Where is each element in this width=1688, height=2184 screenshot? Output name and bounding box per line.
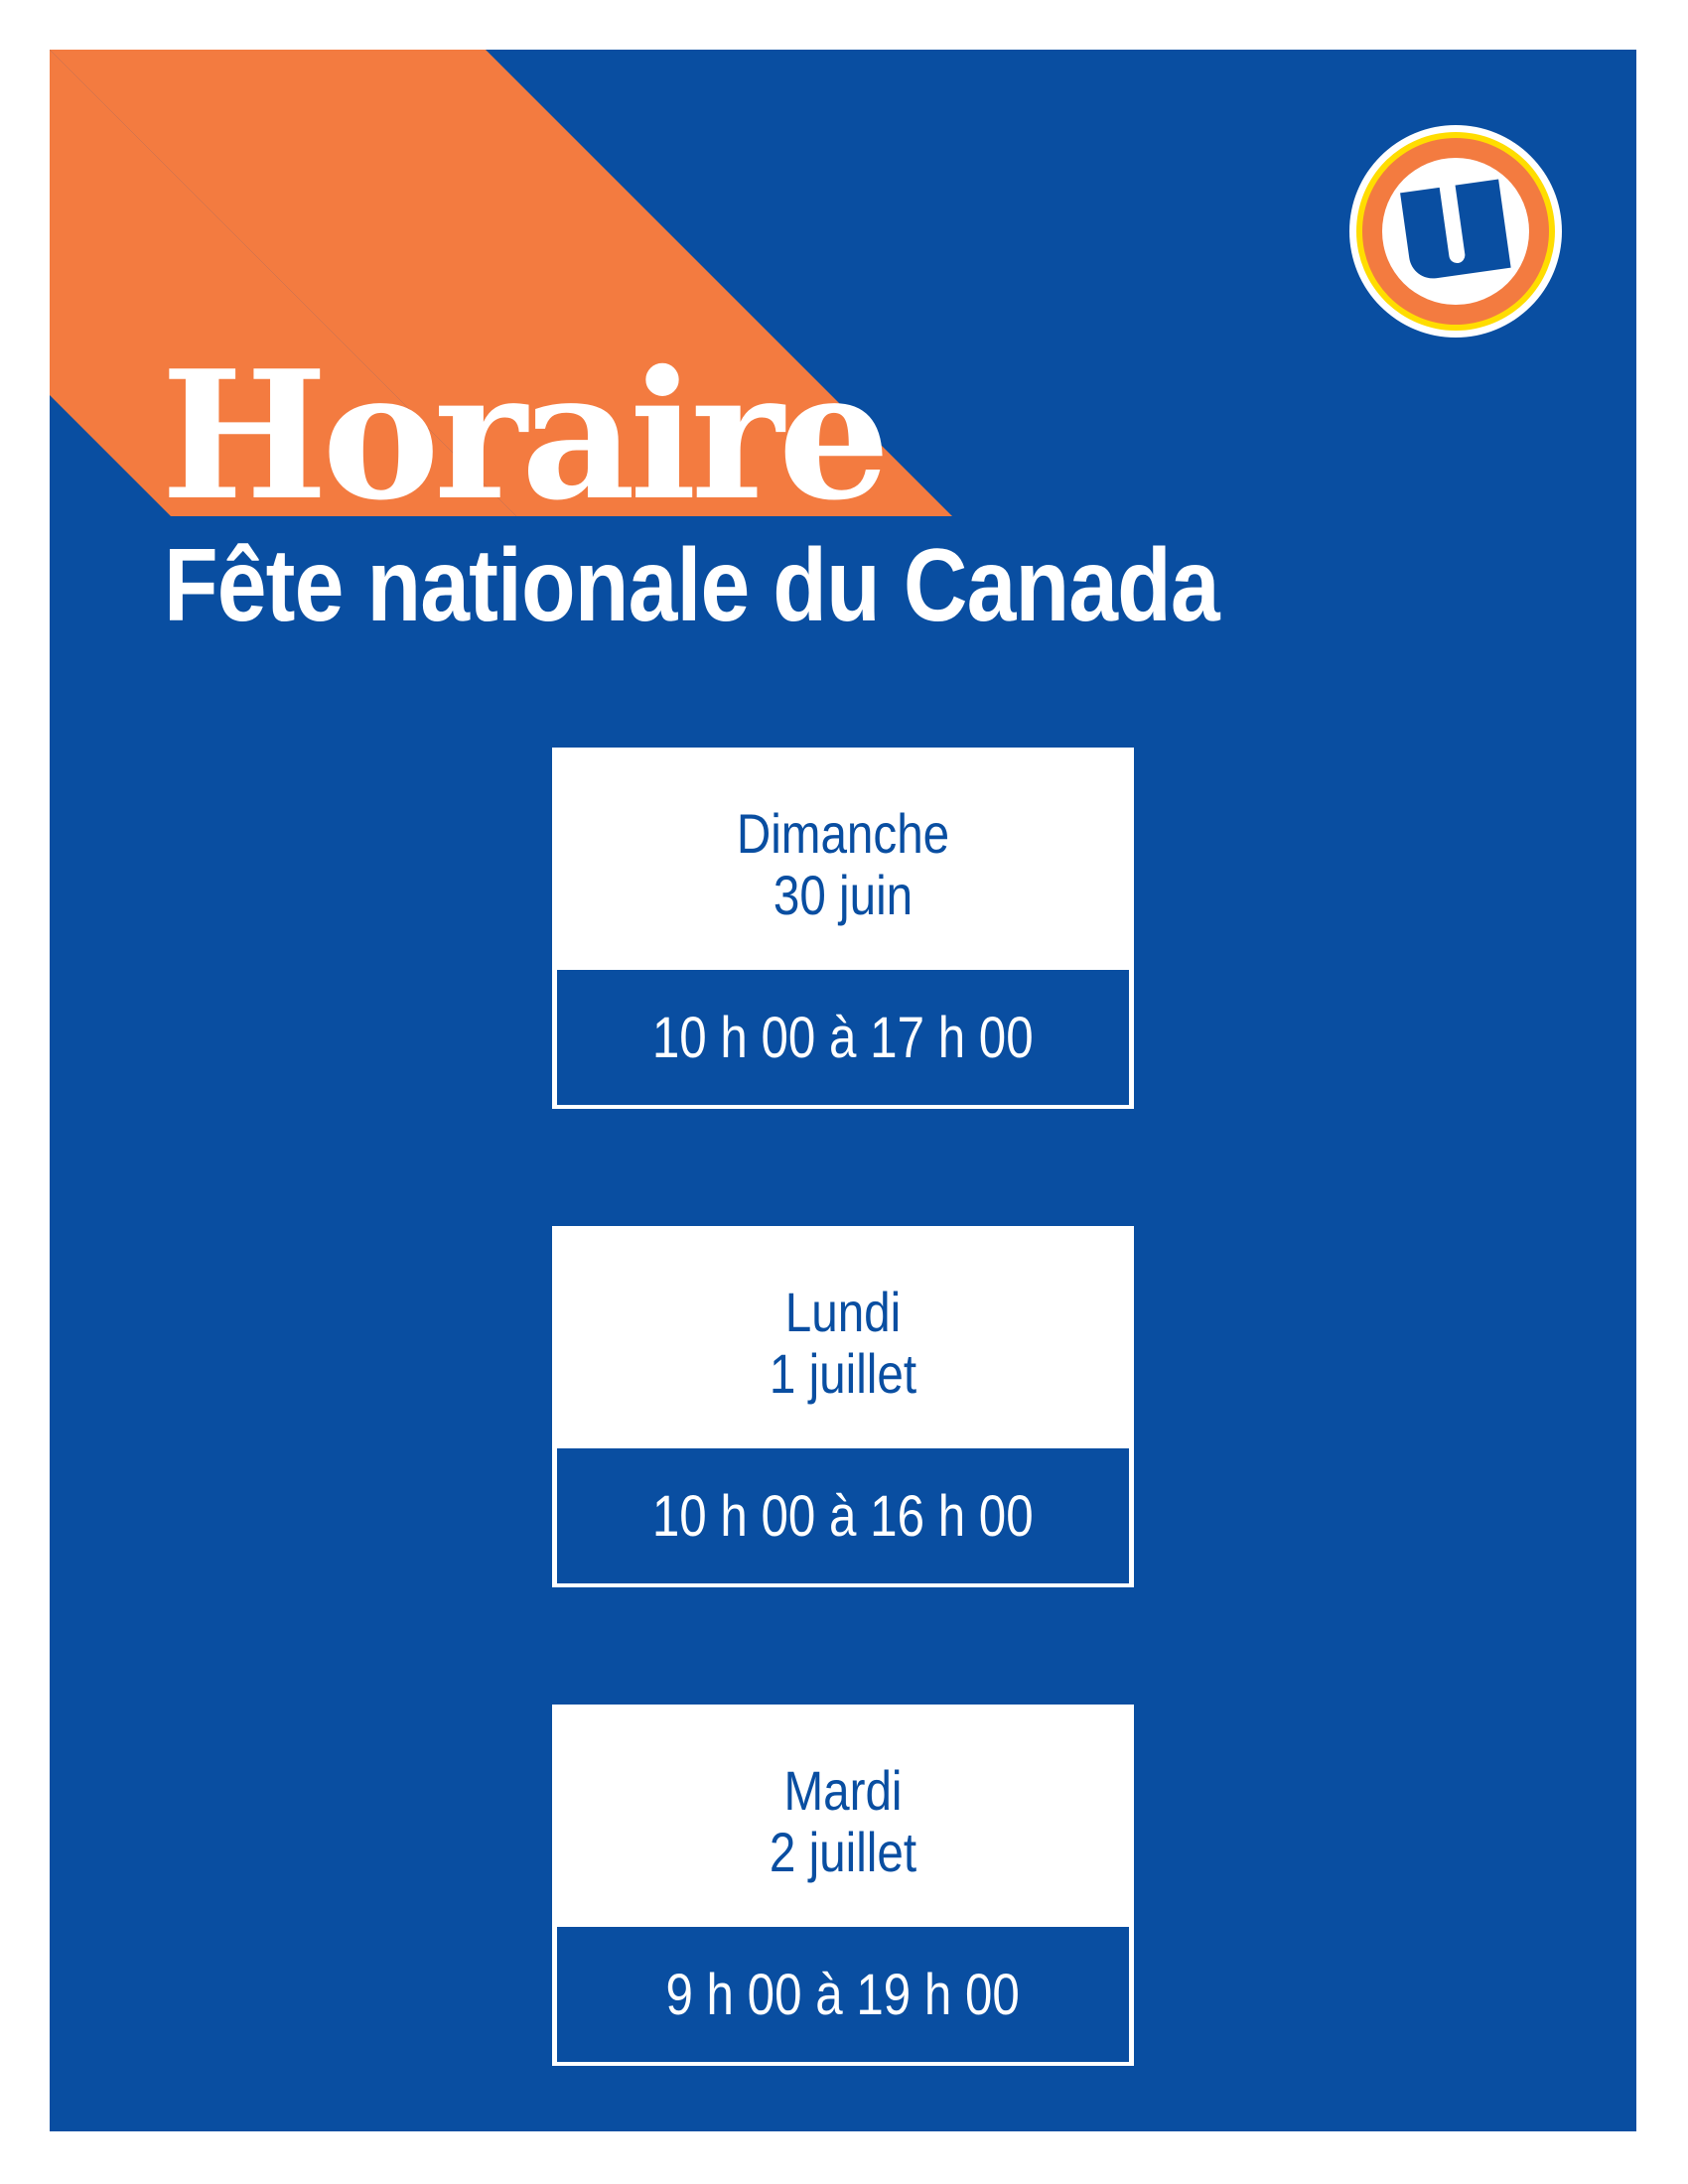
day-date: 2 juillet bbox=[769, 1821, 917, 1883]
schedule-card: Dimanche 30 juin 10 h 00 à 17 h 00 bbox=[552, 748, 1134, 1109]
hours-text: 10 h 00 à 16 h 00 bbox=[652, 1483, 1034, 1549]
schedule-hours: 9 h 00 à 19 h 00 bbox=[557, 1927, 1129, 2062]
schedule-hours: 10 h 00 à 17 h 00 bbox=[557, 970, 1129, 1105]
page-title: Horaire bbox=[161, 332, 891, 539]
schedule-card: Mardi 2 juillet 9 h 00 à 19 h 00 bbox=[552, 1705, 1134, 2066]
schedule-card: Lundi 1 juillet 10 h 00 à 16 h 00 bbox=[552, 1226, 1134, 1587]
day-date: 1 juillet bbox=[769, 1342, 917, 1405]
uniprix-logo bbox=[1349, 125, 1562, 338]
schedule-day: Lundi 1 juillet bbox=[552, 1282, 1134, 1405]
day-date: 30 juin bbox=[773, 864, 914, 926]
hours-text: 9 h 00 à 19 h 00 bbox=[665, 1962, 1021, 2027]
hours-text: 10 h 00 à 17 h 00 bbox=[652, 1005, 1034, 1070]
day-name: Mardi bbox=[783, 1759, 903, 1822]
schedule-day: Mardi 2 juillet bbox=[552, 1760, 1134, 1883]
day-name: Lundi bbox=[784, 1281, 902, 1343]
poster-panel: Horaire Fête nationale du Canada Dimanch… bbox=[50, 50, 1636, 2131]
page-subtitle: Fête nationale du Canada bbox=[164, 528, 1220, 643]
orange-diagonal-stripe bbox=[50, 50, 952, 516]
schedule-day: Dimanche 30 juin bbox=[552, 803, 1134, 926]
day-name: Dimanche bbox=[736, 802, 950, 865]
schedule-hours: 10 h 00 à 16 h 00 bbox=[557, 1448, 1129, 1583]
